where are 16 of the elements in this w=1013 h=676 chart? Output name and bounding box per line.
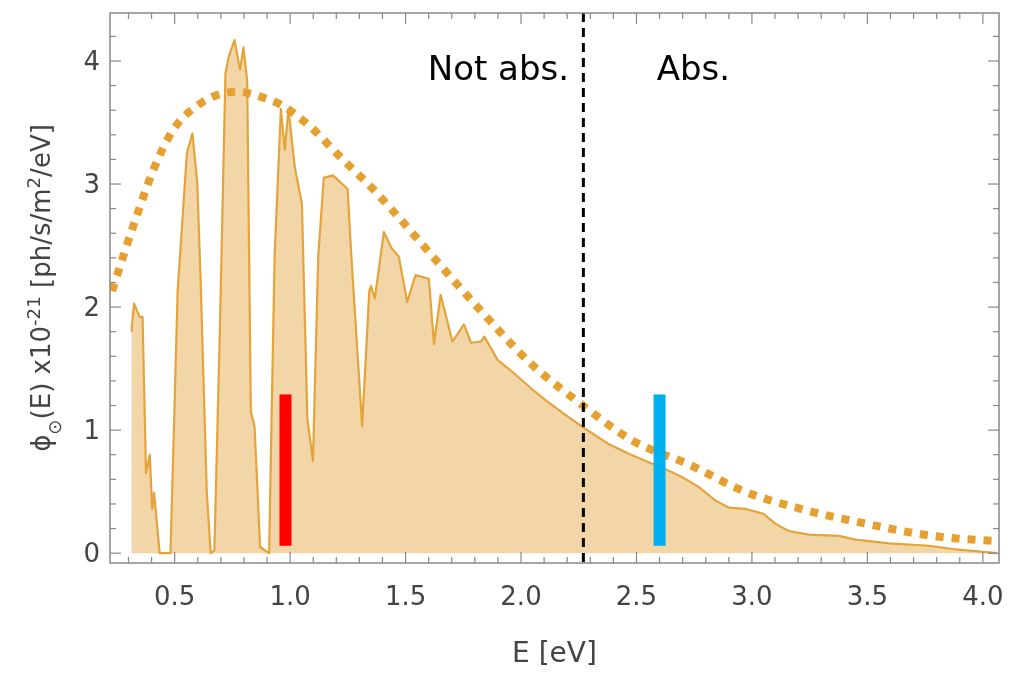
x-tick-label: 2.5: [615, 581, 658, 611]
x-tick-label: 1.0: [269, 581, 311, 611]
y-tick-label: 0: [83, 538, 100, 569]
x-tick-label: 3.0: [731, 581, 773, 611]
x-tick-label: 0.5: [153, 581, 196, 611]
annotation: Not abs.: [427, 48, 570, 88]
x-tick-label: 2.0: [500, 581, 542, 611]
y-tick-label: 1: [83, 415, 100, 446]
x-axis-title: E [eV]: [512, 636, 597, 669]
x-tick-label: 4.0: [962, 581, 1004, 611]
annotation: Abs.: [656, 48, 731, 88]
y-tick-label: 4: [83, 45, 100, 76]
x-tick-label: 3.5: [846, 581, 889, 611]
y-tick-label: 2: [83, 292, 100, 323]
x-tick-label: 1.5: [384, 581, 427, 611]
y-tick-label: 3: [83, 169, 100, 200]
